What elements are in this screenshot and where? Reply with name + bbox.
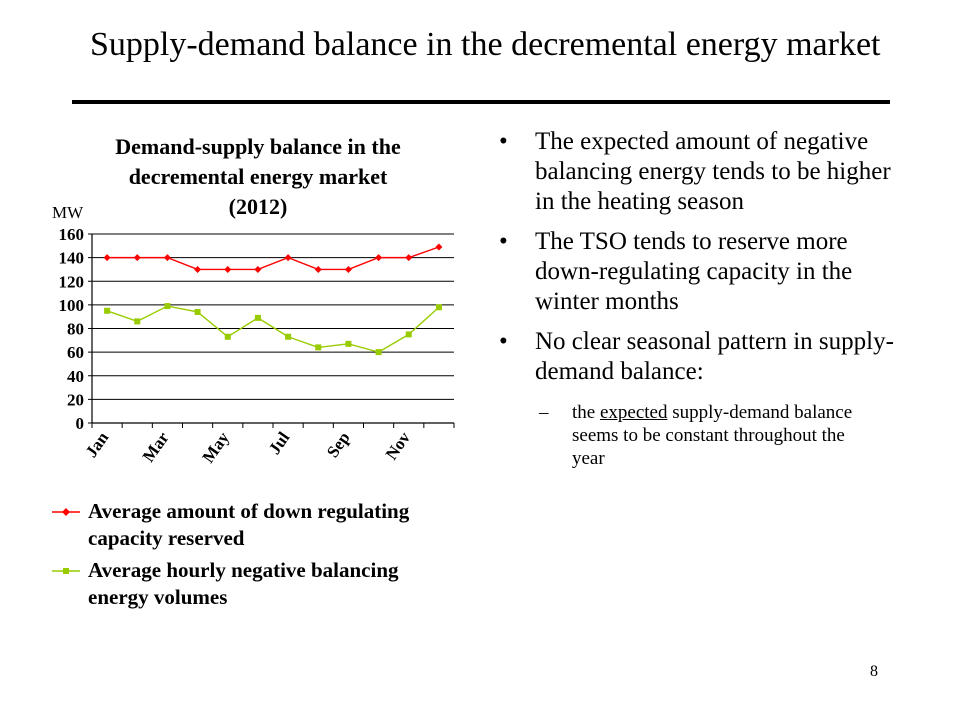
data-point-square [435,304,442,311]
data-point-square [375,349,382,356]
page-number: 8 [870,663,878,680]
y-tick-label: 100 [59,296,85,315]
legend-label-line: capacity reserved [88,526,245,550]
y-tick-label: 40 [67,367,84,386]
bullet-text: No clear seasonal pattern in supply-dema… [535,328,894,385]
y-tick-label: 140 [59,249,85,268]
data-point-square [224,333,231,340]
data-point-diamond [163,254,171,262]
data-point-diamond [103,254,111,262]
data-point-square [104,307,111,314]
bullet-item: • No clear seasonal pattern in supply-de… [495,327,895,470]
y-tick-label: 80 [67,320,84,339]
y-tick-label: 120 [59,272,85,291]
chart-title-line: Demand-supply balance in the [115,134,401,159]
x-tick-label: Sep [323,428,354,461]
x-tick-label: Nov [382,428,415,463]
data-point-diamond [435,243,443,251]
y-tick-label: 0 [76,414,85,433]
x-tick-label: Jul [265,428,294,458]
sub-bullet-item: – the expected supply-demand balance see… [535,401,872,470]
legend-label-line: energy volumes [88,585,227,609]
data-point-diamond [224,265,232,273]
legend-marker-diamond [62,508,70,516]
data-point-square [405,331,412,338]
y-axis-label: MW [52,203,84,222]
data-point-diamond [405,254,413,262]
series-line [107,246,440,271]
bullet-text: The TSO tends to reserve more down-regul… [535,228,853,315]
bullet-marker: • [499,328,508,355]
bullet-text: The expected amount of negative balancin… [535,128,891,215]
bullet-list: • The expected amount of negative balanc… [495,127,895,480]
legend-marker-square [63,568,69,574]
y-tick-label: 160 [59,225,85,244]
data-point-square [254,314,261,321]
x-tick-label: May [199,428,234,466]
chart-title-line: decremental energy market [129,164,388,189]
y-tick-label: 20 [67,390,84,409]
data-point-square [315,344,322,351]
data-point-square [345,340,352,347]
data-point-diamond [344,265,352,273]
sub-bullet-list: – the expected supply-demand balance see… [535,401,895,470]
data-point-diamond [375,254,383,262]
data-point-diamond [284,254,292,262]
title-underline [72,100,890,104]
bullet-marker: • [499,228,508,255]
data-point-diamond [133,254,141,262]
sub-bullet-underlined-word: expected [599,402,668,423]
balance-chart: Demand-supply balance in the decremental … [52,134,455,609]
bullet-item: • The TSO tends to reserve more down-reg… [495,227,895,317]
sub-bullet-text-end: supply-demand balance seems to be consta… [572,402,853,469]
sub-bullet-marker: – [539,402,549,423]
data-point-square [194,308,201,315]
series-line [106,305,440,353]
bullet-item: • The expected amount of negative balanc… [495,127,895,217]
chart-title-line: (2012) [229,194,288,219]
data-point-diamond [314,265,322,273]
bullet-marker: • [499,128,508,155]
legend-label-line: Average amount of down regulating [88,499,410,523]
data-point-diamond [194,265,202,273]
data-point-square [164,303,171,310]
data-point-square [134,318,141,325]
data-point-square [285,333,292,340]
x-tick-label: Mar [139,428,173,466]
x-tick-label: Jan [82,428,113,461]
sub-bullet-text-start: the [572,402,600,423]
slide-title: Supply-demand balance in the decremental… [90,26,881,63]
data-point-diamond [254,265,262,273]
legend-label-line: Average hourly negative balancing [88,558,399,582]
y-tick-label: 60 [67,343,84,362]
